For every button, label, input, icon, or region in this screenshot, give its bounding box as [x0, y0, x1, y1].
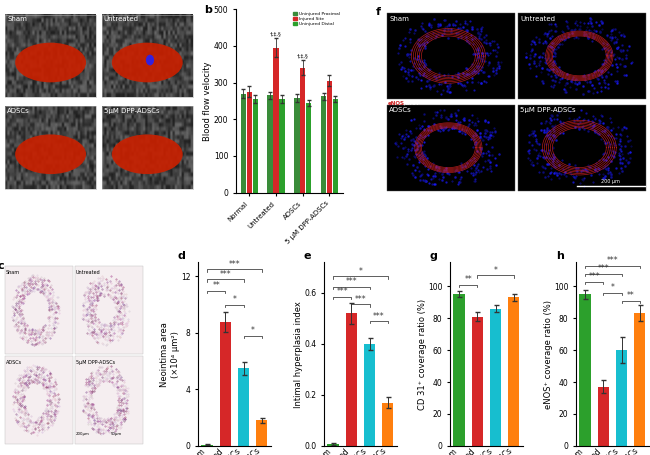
Text: ADSCs: ADSCs — [7, 108, 30, 114]
Ellipse shape — [146, 55, 154, 66]
Bar — [616, 350, 627, 446]
Legend: Uninjured Proximal, Injured Site, Uninjured Distal: Uninjured Proximal, Injured Site, Uninju… — [292, 11, 341, 27]
Text: *: * — [610, 283, 614, 292]
Text: Untreated: Untreated — [104, 16, 138, 22]
Bar — [306, 103, 311, 192]
Text: ***: *** — [337, 287, 348, 296]
Text: ***: *** — [229, 260, 240, 269]
Y-axis label: Neointima area
(×10⁴ μm²): Neointima area (×10⁴ μm²) — [160, 322, 179, 387]
Text: ***: *** — [355, 295, 366, 304]
Bar — [490, 308, 501, 446]
Text: Untreated: Untreated — [76, 270, 101, 275]
Bar — [268, 96, 273, 192]
Text: h: h — [556, 251, 564, 261]
Text: ***: *** — [220, 270, 231, 279]
Bar — [346, 313, 357, 446]
Bar — [5, 266, 73, 354]
Bar — [5, 15, 96, 97]
Bar — [102, 106, 192, 189]
Bar — [387, 13, 515, 99]
Text: Sham: Sham — [7, 16, 27, 22]
Y-axis label: CD 31⁺ coverage ratio (%): CD 31⁺ coverage ratio (%) — [418, 298, 426, 410]
Bar — [5, 356, 73, 444]
Text: g: g — [430, 251, 437, 261]
Bar — [75, 356, 143, 444]
Text: 5μM DPP-ADSCs: 5μM DPP-ADSCs — [521, 107, 576, 113]
Bar — [518, 13, 646, 99]
Bar — [280, 99, 285, 192]
Bar — [246, 92, 252, 192]
Text: *: * — [251, 326, 255, 335]
Bar — [75, 266, 143, 354]
Text: 5μM DPP-ADSCs: 5μM DPP-ADSCs — [76, 359, 115, 364]
Bar — [300, 68, 306, 192]
Text: **: ** — [627, 291, 634, 300]
Text: d: d — [178, 251, 186, 261]
Ellipse shape — [112, 43, 183, 82]
Text: 200μm: 200μm — [75, 432, 89, 436]
Ellipse shape — [15, 134, 86, 174]
Bar — [387, 105, 515, 191]
Text: f: f — [376, 7, 381, 17]
Text: **: ** — [464, 275, 472, 284]
Bar — [364, 344, 375, 446]
Y-axis label: Intimal hyperplasia index: Intimal hyperplasia index — [294, 301, 303, 408]
Text: 5μM DPP-ADSCs: 5μM DPP-ADSCs — [104, 108, 159, 114]
Text: /DAPI: /DAPI — [404, 101, 419, 106]
Bar — [102, 15, 192, 97]
Text: Untreated: Untreated — [521, 15, 555, 21]
Bar — [274, 48, 279, 192]
Text: *: * — [493, 266, 497, 275]
Text: ***: *** — [373, 312, 384, 320]
Y-axis label: Blood flow velocity: Blood flow velocity — [203, 61, 213, 141]
Text: ***: *** — [597, 264, 609, 273]
Text: 200 μm: 200 μm — [601, 178, 620, 183]
Bar — [333, 99, 338, 192]
Text: Sham: Sham — [6, 270, 20, 275]
Bar — [382, 403, 393, 446]
Bar — [327, 81, 332, 192]
Text: *: * — [233, 295, 237, 304]
Bar — [634, 313, 645, 446]
Bar — [472, 317, 483, 446]
Text: ADSCs: ADSCs — [389, 107, 412, 113]
Bar — [294, 98, 300, 192]
Text: ***: *** — [606, 256, 618, 265]
Bar — [256, 420, 267, 446]
Text: **: ** — [213, 281, 220, 290]
Bar — [580, 294, 591, 446]
Bar — [220, 322, 231, 446]
Text: †,‡,§: †,‡,§ — [270, 31, 282, 36]
Text: c: c — [0, 261, 4, 271]
Ellipse shape — [15, 43, 86, 82]
Text: †,‡,§: †,‡,§ — [297, 54, 309, 59]
Bar — [240, 94, 246, 192]
Text: ***: *** — [588, 272, 600, 281]
Bar — [5, 106, 96, 189]
Text: Sham: Sham — [389, 15, 410, 21]
Text: eNOS: eNOS — [387, 101, 404, 106]
Ellipse shape — [112, 134, 183, 174]
Bar — [238, 368, 249, 446]
Bar — [454, 294, 465, 446]
Text: 50μm: 50μm — [111, 432, 122, 436]
Bar — [202, 445, 213, 446]
Bar — [328, 444, 339, 446]
Text: ***: *** — [346, 277, 357, 286]
Bar — [518, 105, 646, 191]
Y-axis label: eNOS⁺ coverage ratio (%): eNOS⁺ coverage ratio (%) — [543, 300, 552, 409]
Bar — [598, 387, 609, 446]
Text: *: * — [359, 267, 362, 276]
Bar — [253, 99, 258, 192]
Text: e: e — [304, 251, 311, 261]
Bar — [508, 298, 519, 446]
Text: b: b — [204, 5, 212, 15]
Text: ADSCs: ADSCs — [6, 359, 22, 364]
Bar — [321, 96, 326, 192]
